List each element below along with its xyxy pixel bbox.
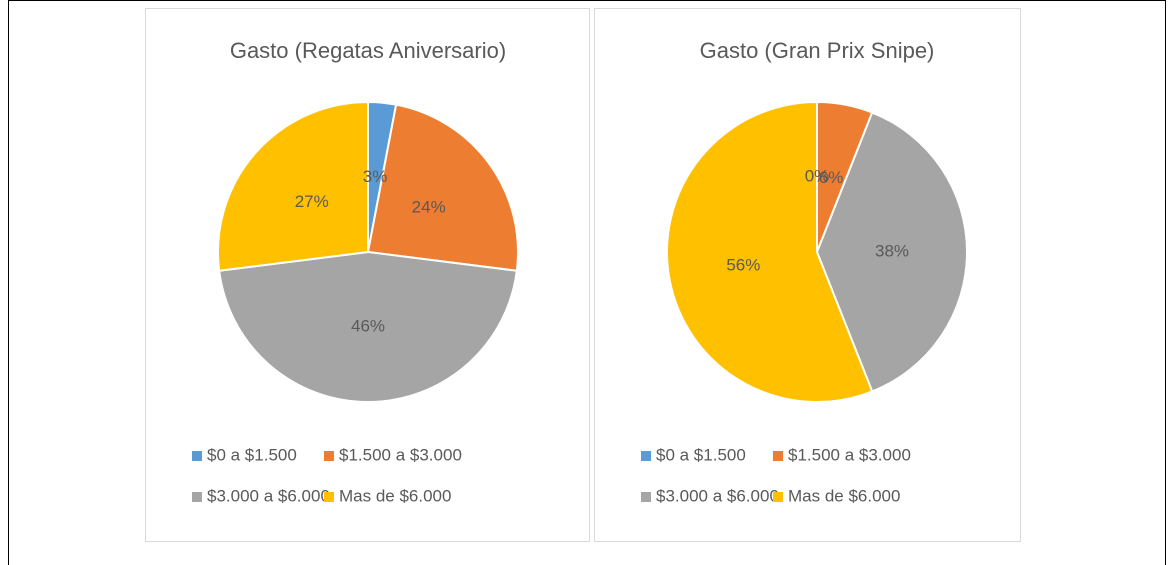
data-label: 27% [295,192,329,211]
data-label: 6% [819,168,844,187]
data-label: 56% [726,256,760,275]
pie-slice [366,103,519,272]
data-label: 38% [875,241,909,260]
legend-label: $1.500 a $3.000 [788,445,911,464]
legend-label: Mas de $6.000 [339,486,451,505]
legend-swatch [641,492,651,502]
legend-swatch [773,492,783,502]
legend-label: $1.500 a $3.000 [339,445,462,464]
legend-label: $3.000 a $6.000 [207,486,330,505]
legend-swatch [192,492,202,502]
data-label: 3% [363,167,388,186]
legend-swatch [324,492,334,502]
data-label: 46% [351,316,385,335]
pie-slice [815,111,968,393]
data-label: 24% [412,197,446,216]
legend-label: Mas de $6.000 [788,486,900,505]
legend-label: $0 a $1.500 [656,445,746,464]
chart-border [145,8,590,542]
legend-swatch [192,451,202,461]
legend-label: $0 a $1.500 [207,445,297,464]
pie-slice [218,250,518,403]
chart-border [594,8,1021,542]
chart-title: Gasto (Regatas Aniversario) [230,38,506,63]
legend-swatch [773,451,783,461]
pie-slice [217,100,369,272]
legend-swatch [641,451,651,461]
legend-label: $3.000 a $6.000 [656,486,779,505]
chart-title: Gasto (Gran Prix Snipe) [700,38,935,63]
data-label: 0% [805,166,830,185]
legend-swatch [324,451,334,461]
pie-slice [666,100,874,403]
